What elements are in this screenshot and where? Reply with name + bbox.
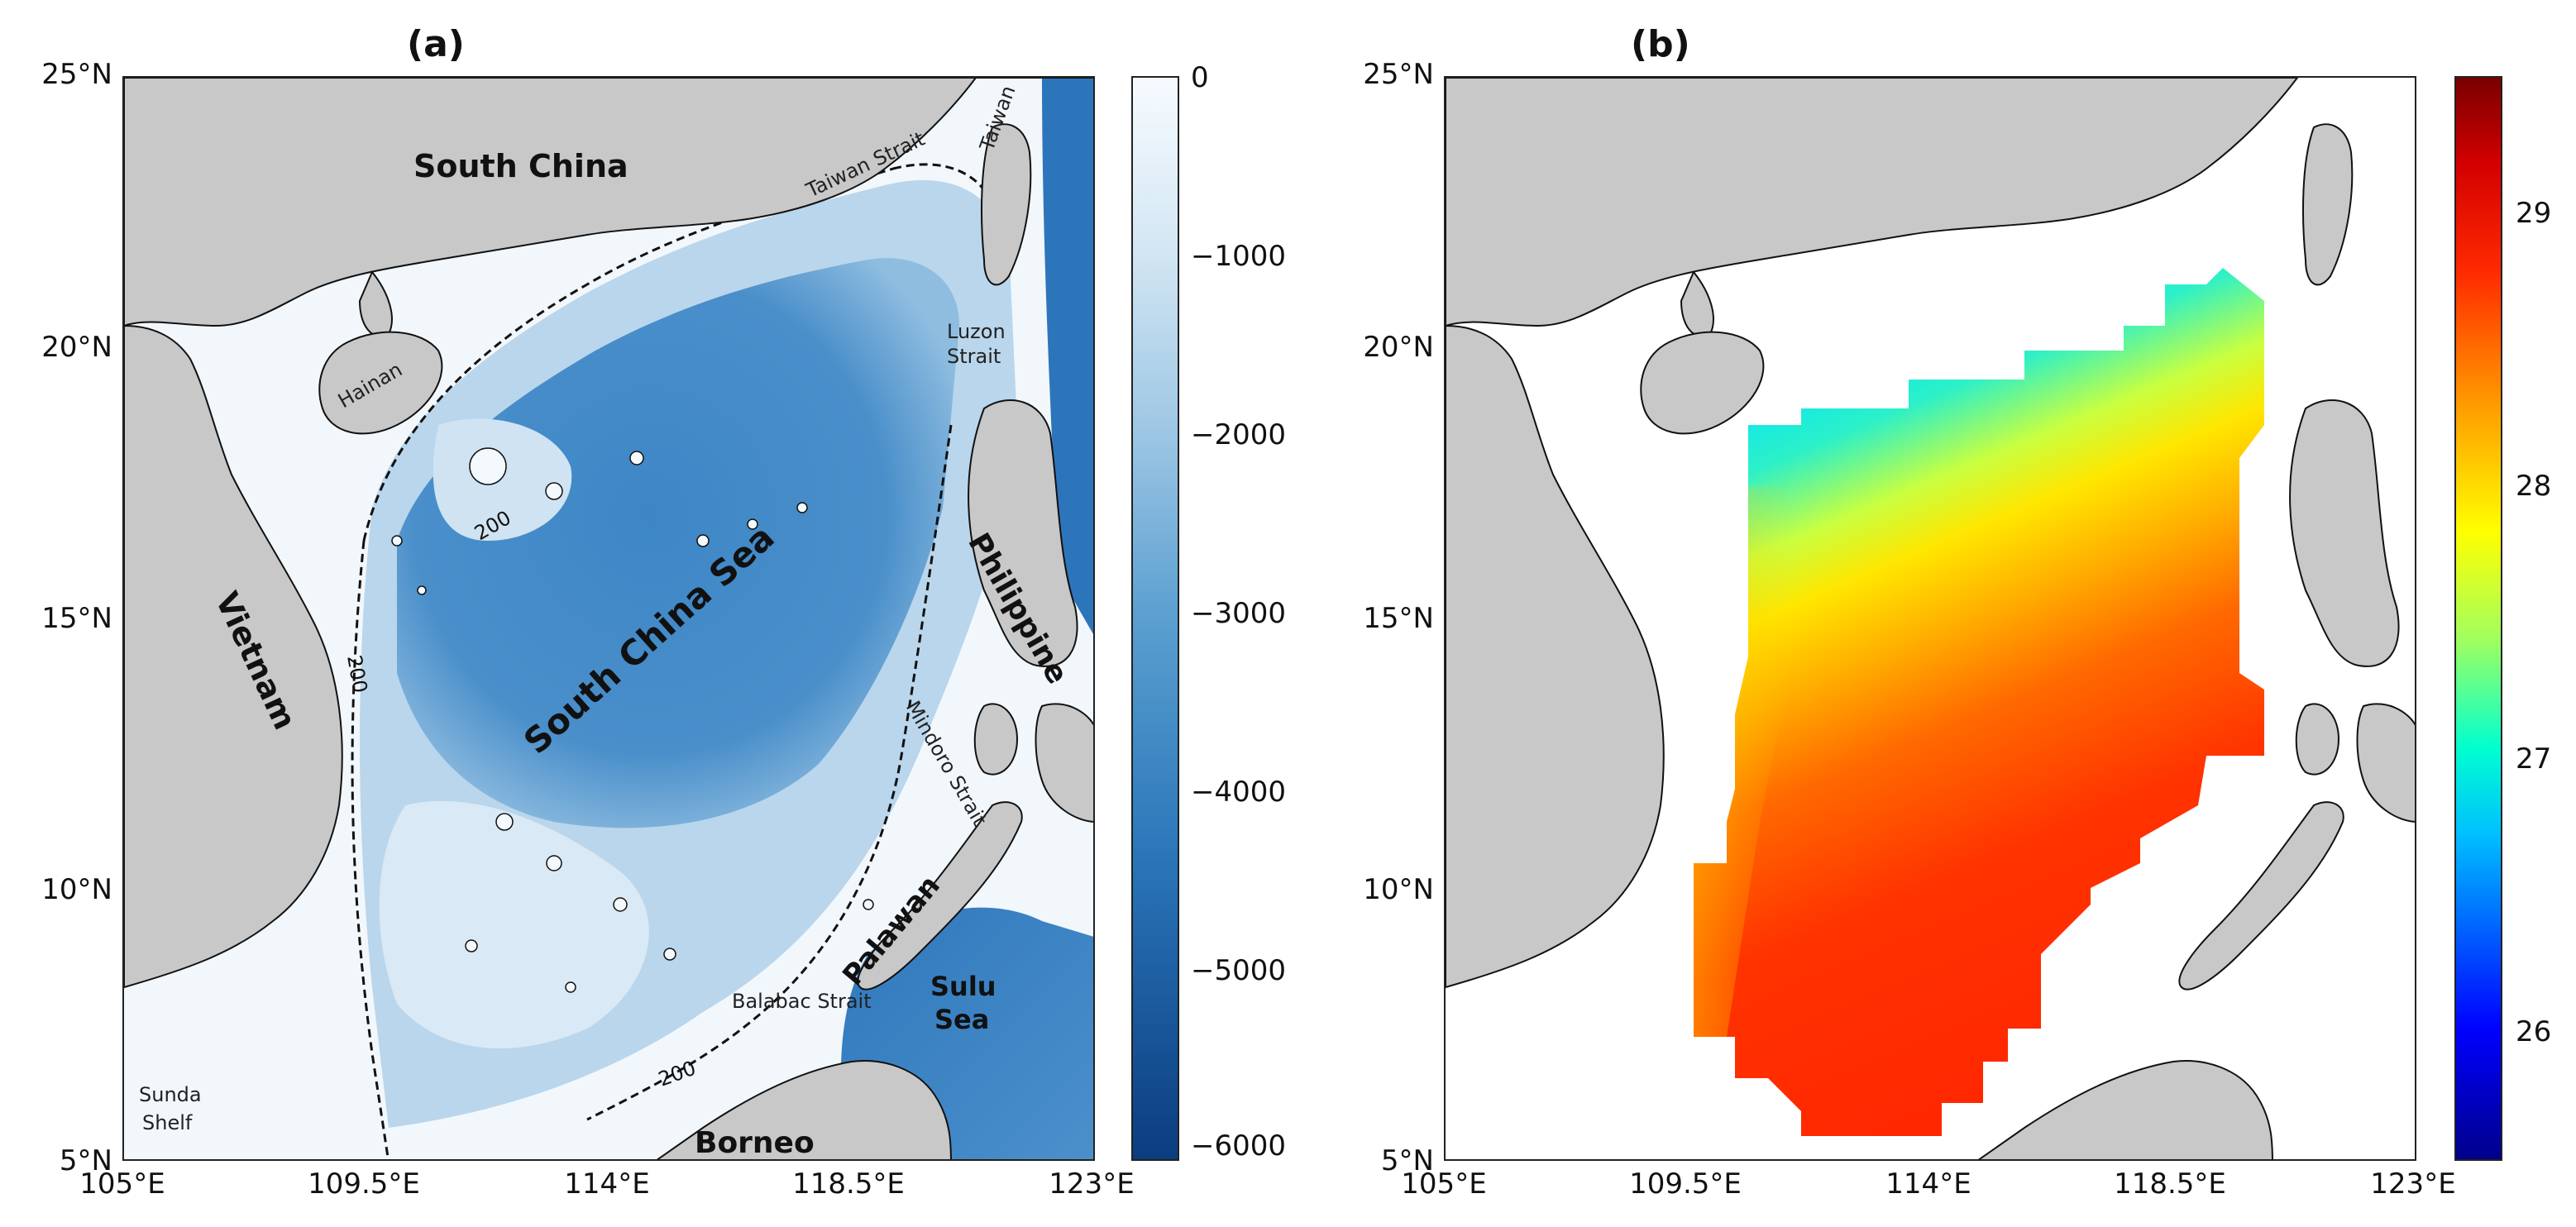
depth-tick-0: 0: [1191, 61, 1209, 94]
b-hainan-land: [1640, 331, 1765, 435]
x-tick-114: 114°E: [564, 1167, 650, 1201]
y-tick-10: 10°N: [41, 873, 112, 906]
x-tick-123: 123°E: [1049, 1167, 1135, 1201]
b-y-tick-10: 10°N: [1363, 873, 1434, 906]
label-sunda-2: Shelf: [142, 1111, 193, 1134]
leizhou-land: [358, 270, 393, 337]
taiwan-land: [981, 123, 1032, 286]
b-y-tick-20: 20°N: [1363, 331, 1434, 364]
y-tick-5: 5°N: [59, 1144, 112, 1177]
visayas-land: [1035, 703, 1093, 823]
bathymetry-map: South China Taiwan Strait Taiwan Luzon S…: [122, 76, 1095, 1161]
borneo-land: [656, 1060, 952, 1159]
depth-tick-3000: −3000: [1191, 597, 1287, 630]
b-x-tick-109-5: 109.5°E: [1629, 1167, 1742, 1201]
palawan-land: [857, 801, 1023, 991]
b-leizhou-land: [1680, 270, 1714, 337]
b-taiwan-land: [2302, 123, 2354, 286]
label-south-china: South China: [413, 148, 628, 184]
depth-tick-5000: −5000: [1191, 954, 1287, 987]
depth-tick-4000: −4000: [1191, 776, 1287, 809]
b-mindoro-land: [2295, 703, 2340, 776]
b-x-tick-118-5: 118.5°E: [2114, 1167, 2226, 1201]
depth-colorbar: [1131, 76, 1179, 1161]
y-tick-15: 15°N: [41, 602, 112, 635]
sst-colorbar: [2454, 76, 2502, 1161]
label-luzon-1: Luzon: [947, 320, 1006, 343]
b-vietnam-land: [1446, 324, 1665, 989]
panel-b-title: (b): [1631, 23, 1690, 65]
x-tick-105: 105°E: [79, 1167, 165, 1201]
sst-map: [1444, 76, 2416, 1161]
x-tick-109-5: 109.5°E: [308, 1167, 420, 1201]
label-luzon-2: Strait: [947, 345, 1001, 368]
spratly-shoals: [379, 800, 649, 1048]
label-borneo: Borneo: [695, 1126, 815, 1160]
label-sulu-1: Sulu: [930, 971, 996, 1002]
b-south-china-land: [1446, 78, 2299, 327]
b-x-tick-123: 123°E: [2370, 1167, 2456, 1201]
b-palawan-land: [2178, 801, 2344, 991]
label-balabac-strait: Balabac Strait: [732, 990, 872, 1013]
bathymetry-map-svg: South China Taiwan Strait Taiwan Luzon S…: [124, 78, 1093, 1160]
y-tick-20: 20°N: [41, 331, 112, 364]
label-sunda-1: Sunda: [139, 1083, 202, 1106]
b-y-tick-15: 15°N: [1363, 602, 1434, 635]
x-tick-118-5: 118.5°E: [792, 1167, 905, 1201]
b-y-tick-5: 5°N: [1380, 1144, 1434, 1177]
depth-tick-1000: −1000: [1191, 240, 1287, 273]
y-tick-25: 25°N: [41, 58, 112, 91]
luzon-land: [968, 399, 1078, 667]
vietnam-land: [124, 324, 343, 989]
mindoro-land: [973, 703, 1019, 776]
sst-west-warm-edge: [1694, 487, 1793, 1037]
deep-basin: [397, 258, 959, 828]
b-x-tick-114: 114°E: [1885, 1167, 1971, 1201]
b-luzon-land: [2289, 399, 2400, 667]
depth-tick-2000: −2000: [1191, 418, 1287, 451]
sst-tick-29: 29: [2516, 197, 2552, 230]
b-y-tick-25: 25°N: [1363, 58, 1434, 91]
sst-tick-27: 27: [2516, 742, 2552, 776]
depth-tick-6000: −6000: [1191, 1129, 1287, 1163]
paracel-shoals: [433, 418, 572, 541]
panel-a-title: (a): [407, 23, 465, 65]
hainan-land: [318, 331, 443, 435]
sst-tick-28: 28: [2516, 470, 2552, 503]
sst-map-svg: [1446, 78, 2415, 1159]
b-visayas-land: [2356, 703, 2415, 823]
sst-tick-26: 26: [2516, 1015, 2552, 1048]
south-china-land: [124, 78, 1093, 327]
b-borneo-land: [1977, 1060, 2273, 1159]
b-x-tick-105: 105°E: [1401, 1167, 1487, 1201]
reef-dots: [391, 447, 874, 993]
sst-field: [1694, 268, 2264, 1136]
label-contour-200-c: 200: [655, 1057, 699, 1091]
label-sulu-2: Sea: [934, 1004, 989, 1035]
